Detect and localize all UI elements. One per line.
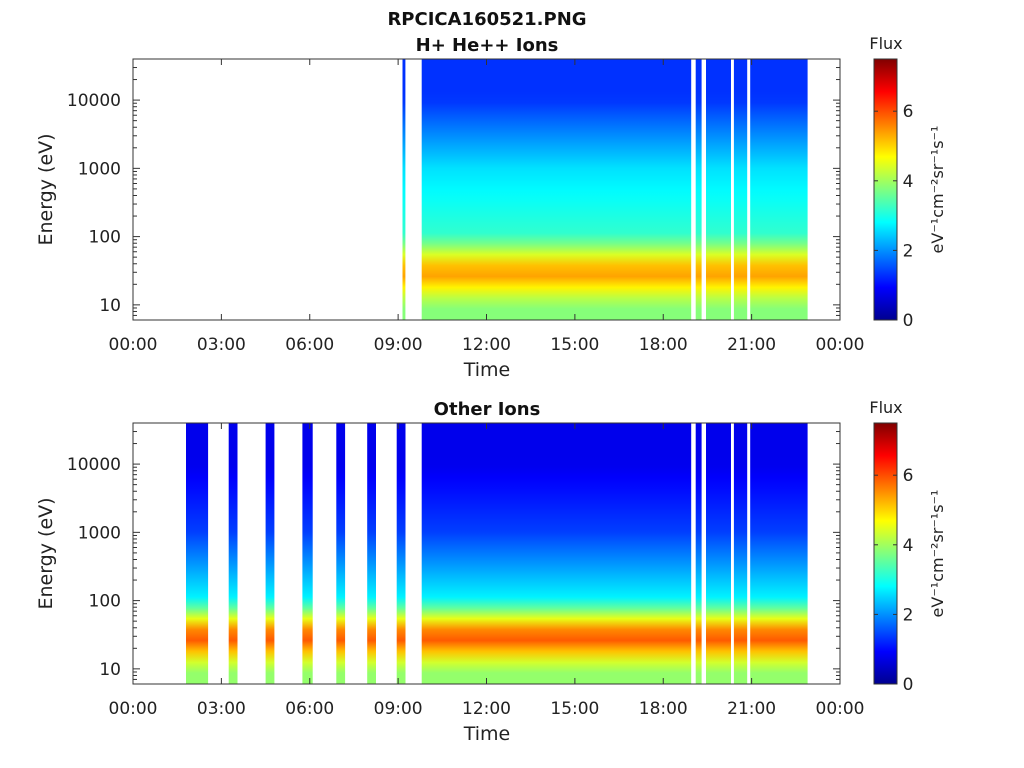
data-block: [733, 59, 748, 320]
data-block: [396, 423, 406, 684]
colorbar-tick-label: 6: [903, 102, 914, 122]
y-axis-label: Energy (eV): [35, 497, 57, 609]
colorbar-tick-label: 2: [903, 605, 914, 625]
y-tick-label: 10: [99, 660, 121, 680]
x-tick-label: 21:00: [727, 335, 776, 355]
data-block: [750, 423, 808, 684]
data-block: [733, 423, 748, 684]
colorbar-tick-label: 4: [903, 536, 914, 556]
y-tick-label: 1000: [78, 159, 121, 179]
x-axis-label: Time: [463, 723, 511, 745]
y-axis-label: Energy (eV): [35, 133, 57, 245]
panel-h-he-ions: 00:00 03:00 06:00 09:00 12:00 15:00 18:00 21:00…: [35, 34, 947, 381]
data-block: [402, 59, 406, 320]
colorbar-tick-label: 2: [903, 241, 914, 261]
colorbar-tick-label: 4: [903, 172, 914, 192]
data-block: [695, 59, 702, 320]
y-tick-label: 100: [89, 228, 121, 248]
colorbar-title: Flux: [869, 34, 902, 53]
data-block: [421, 59, 692, 320]
colorbar-title: Flux: [869, 398, 902, 417]
data-block: [302, 423, 313, 684]
data-block: [706, 59, 731, 320]
data-block: [265, 423, 275, 684]
x-tick-label: 18:00: [639, 699, 688, 719]
colorbar-tick-label: 6: [903, 466, 914, 486]
panel-title: H+ He++ Ions: [416, 35, 559, 56]
x-tick-label: 00:00: [816, 335, 865, 355]
data-block: [421, 423, 692, 684]
x-tick-label: 09:00: [374, 699, 423, 719]
x-tick-label: 00:00: [816, 699, 865, 719]
x-tick-label: 06:00: [285, 699, 334, 719]
x-tick-label: 00:00: [109, 335, 158, 355]
panel-title: Other Ions: [434, 399, 541, 420]
y-tick-label: 1000: [78, 523, 121, 543]
y-tick-label: 10: [99, 296, 121, 316]
x-tick-label: 00:00: [109, 699, 158, 719]
colorbar: [873, 58, 898, 321]
x-tick-label: 09:00: [374, 335, 423, 355]
data-block: [750, 59, 808, 320]
colorbar-tick-label: 0: [903, 311, 914, 331]
panel-other-ions: 00:00 03:00 06:00 09:00 12:00 15:00 18:00 21:00…: [35, 398, 947, 745]
x-tick-label: 03:00: [197, 699, 246, 719]
data-block: [336, 423, 346, 684]
x-tick-label: 21:00: [727, 699, 776, 719]
colorbar-units: eV⁻¹cm⁻²sr⁻¹s⁻¹: [928, 126, 947, 254]
x-tick-label: 18:00: [639, 335, 688, 355]
x-tick-label: 12:00: [462, 335, 511, 355]
x-tick-label: 03:00: [197, 335, 246, 355]
y-tick-label: 10000: [67, 455, 121, 475]
data-block: [186, 423, 209, 684]
y-tick-label: 10000: [67, 91, 121, 111]
colorbar-tick-label: 0: [903, 675, 914, 695]
x-tick-label: 15:00: [550, 335, 599, 355]
x-axis-label: Time: [463, 359, 511, 381]
colorbar-units: eV⁻¹cm⁻²sr⁻¹s⁻¹: [928, 490, 947, 618]
data-block: [706, 423, 731, 684]
x-tick-label: 06:00: [285, 335, 334, 355]
y-tick-label: 100: [89, 592, 121, 612]
figure-title: RPCICA160521.PNG: [387, 9, 586, 30]
x-tick-label: 12:00: [462, 699, 511, 719]
colorbar: [873, 422, 898, 685]
data-block: [367, 423, 376, 684]
data-block: [228, 423, 238, 684]
x-tick-label: 15:00: [550, 699, 599, 719]
data-block: [695, 423, 702, 684]
